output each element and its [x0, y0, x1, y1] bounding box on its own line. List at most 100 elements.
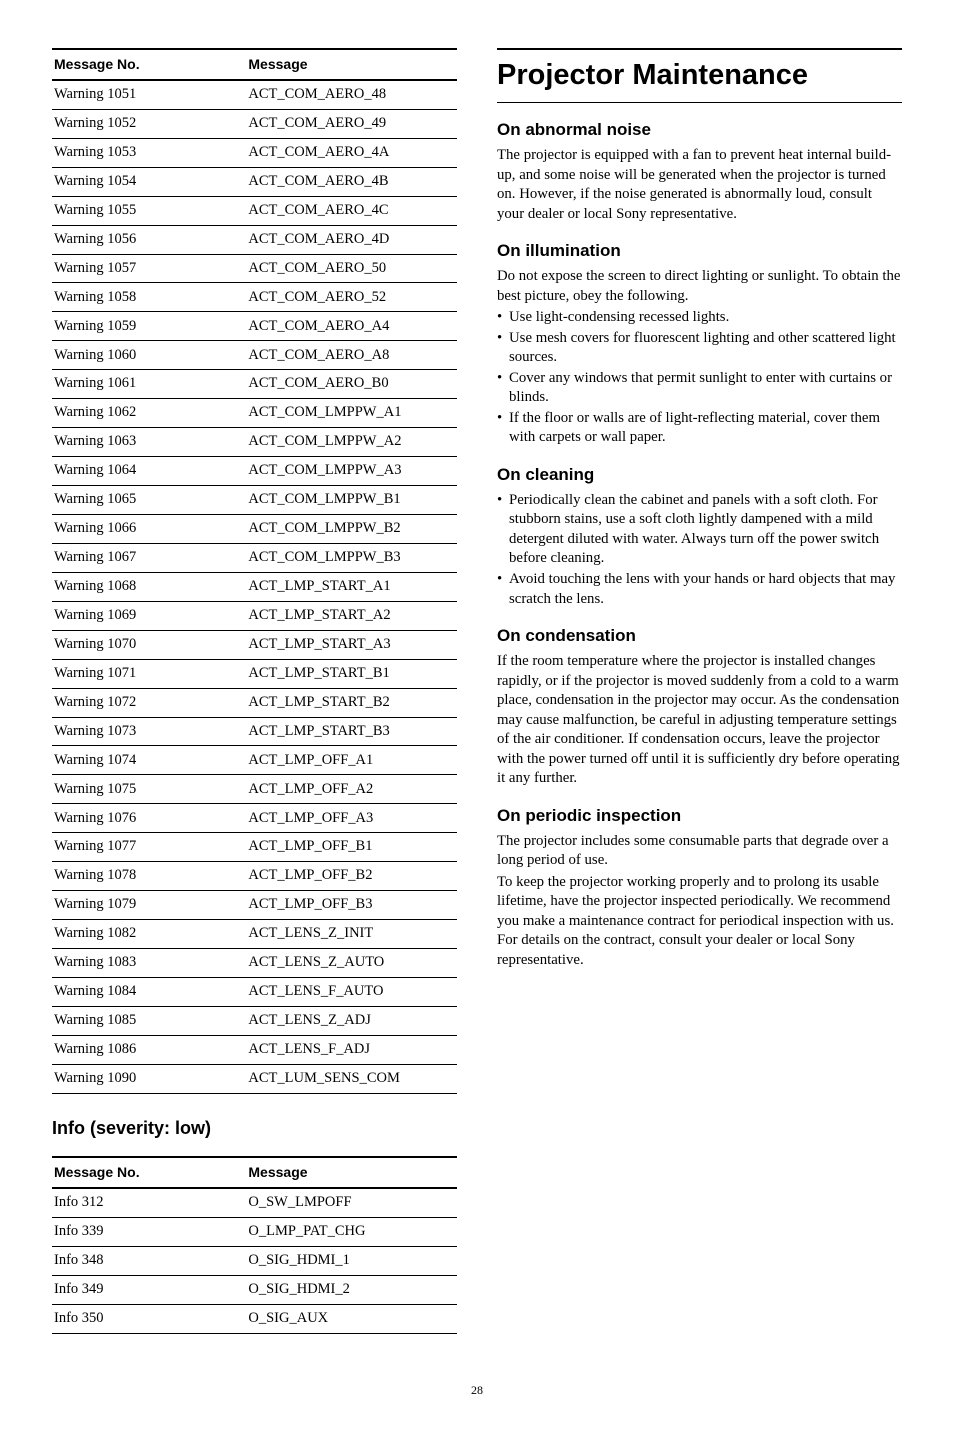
table-cell: Warning 1062 [52, 399, 246, 428]
col-message-no: Message No. [52, 49, 246, 80]
table-cell: O_SW_LMPOFF [246, 1188, 457, 1217]
table-cell: Warning 1067 [52, 543, 246, 572]
table-cell: ACT_LMP_OFF_B1 [246, 833, 457, 862]
table-cell: ACT_COM_AERO_4A [246, 138, 457, 167]
table-cell: ACT_LENS_Z_INIT [246, 920, 457, 949]
table-row: Warning 1057ACT_COM_AERO_50 [52, 254, 457, 283]
table-cell: ACT_LMP_START_B3 [246, 717, 457, 746]
table-row: Warning 1052ACT_COM_AERO_49 [52, 109, 457, 138]
table-cell: ACT_COM_LMPPW_A1 [246, 399, 457, 428]
table-cell: ACT_COM_AERO_4B [246, 167, 457, 196]
table-row: Warning 1078ACT_LMP_OFF_B2 [52, 862, 457, 891]
table-row: Info 350O_SIG_AUX [52, 1304, 457, 1333]
table-row: Warning 1073ACT_LMP_START_B3 [52, 717, 457, 746]
table-cell: ACT_COM_AERO_48 [246, 80, 457, 109]
table-cell: ACT_COM_LMPPW_B2 [246, 514, 457, 543]
table-row: Warning 1076ACT_LMP_OFF_A3 [52, 804, 457, 833]
table-cell: Warning 1066 [52, 514, 246, 543]
table-row: Warning 1051ACT_COM_AERO_48 [52, 80, 457, 109]
table-row: Info 339O_LMP_PAT_CHG [52, 1217, 457, 1246]
table-cell: Info 349 [52, 1275, 246, 1304]
table-cell: Warning 1070 [52, 630, 246, 659]
table-row: Info 349O_SIG_HDMI_2 [52, 1275, 457, 1304]
list-item: Use light-condensing recessed lights. [497, 308, 902, 328]
warnings-table: Message No. Message Warning 1051ACT_COM_… [52, 48, 457, 1094]
text-inspection-2: To keep the projector working properly a… [497, 873, 902, 971]
table-cell: Warning 1072 [52, 688, 246, 717]
table-cell: Info 339 [52, 1217, 246, 1246]
table-cell: Warning 1073 [52, 717, 246, 746]
table-cell: ACT_LMP_OFF_A3 [246, 804, 457, 833]
heading-cleaning: On cleaning [497, 464, 902, 487]
table-cell: Warning 1068 [52, 572, 246, 601]
table-cell: Warning 1064 [52, 457, 246, 486]
heading-noise: On abnormal noise [497, 119, 902, 142]
table-cell: ACT_LMP_OFF_B3 [246, 891, 457, 920]
table-row: Warning 1070ACT_LMP_START_A3 [52, 630, 457, 659]
table-row: Warning 1065ACT_COM_LMPPW_B1 [52, 486, 457, 515]
table-cell: ACT_COM_LMPPW_B3 [246, 543, 457, 572]
table-cell: ACT_LENS_Z_AUTO [246, 949, 457, 978]
table-cell: ACT_LMP_OFF_A1 [246, 746, 457, 775]
table-cell: ACT_LMP_START_B1 [246, 659, 457, 688]
table-cell: Warning 1061 [52, 370, 246, 399]
table-row: Warning 1056ACT_COM_AERO_4D [52, 225, 457, 254]
table-row: Warning 1084ACT_LENS_F_AUTO [52, 977, 457, 1006]
table-cell: Warning 1078 [52, 862, 246, 891]
text-inspection-1: The projector includes some consumable p… [497, 832, 902, 871]
heading-condensation: On condensation [497, 625, 902, 648]
table-cell: Warning 1054 [52, 167, 246, 196]
table-cell: ACT_LMP_START_A3 [246, 630, 457, 659]
page-number: 28 [52, 1382, 902, 1398]
text-noise: The projector is equipped with a fan to … [497, 146, 902, 224]
table-cell: Warning 1075 [52, 775, 246, 804]
table-cell: Warning 1090 [52, 1064, 246, 1093]
table-cell: Info 312 [52, 1188, 246, 1217]
table-cell: Warning 1086 [52, 1035, 246, 1064]
table-row: Warning 1082ACT_LENS_Z_INIT [52, 920, 457, 949]
table-cell: Warning 1083 [52, 949, 246, 978]
table-cell: Warning 1079 [52, 891, 246, 920]
table-cell: Warning 1074 [52, 746, 246, 775]
list-item: Avoid touching the lens with your hands … [497, 570, 902, 609]
table-cell: Warning 1084 [52, 977, 246, 1006]
table-cell: Warning 1077 [52, 833, 246, 862]
table-row: Warning 1055ACT_COM_AERO_4C [52, 196, 457, 225]
illumination-list: Use light-condensing recessed lights.Use… [497, 308, 902, 448]
table-cell: ACT_COM_AERO_4D [246, 225, 457, 254]
table-cell: Warning 1065 [52, 486, 246, 515]
table-row: Warning 1074ACT_LMP_OFF_A1 [52, 746, 457, 775]
table-cell: ACT_COM_AERO_52 [246, 283, 457, 312]
table-row: Warning 1067ACT_COM_LMPPW_B3 [52, 543, 457, 572]
list-item: If the floor or walls are of light-refle… [497, 409, 902, 448]
table-row: Warning 1058ACT_COM_AERO_52 [52, 283, 457, 312]
table-cell: ACT_COM_AERO_B0 [246, 370, 457, 399]
list-item: Cover any windows that permit sunlight t… [497, 369, 902, 408]
table-cell: Warning 1071 [52, 659, 246, 688]
info-section-title: Info (severity: low) [52, 1116, 457, 1140]
table-row: Warning 1079ACT_LMP_OFF_B3 [52, 891, 457, 920]
table-row: Warning 1054ACT_COM_AERO_4B [52, 167, 457, 196]
table-cell: ACT_LMP_OFF_A2 [246, 775, 457, 804]
table-cell: ACT_COM_LMPPW_A3 [246, 457, 457, 486]
table-cell: Warning 1076 [52, 804, 246, 833]
table-cell: ACT_COM_LMPPW_B1 [246, 486, 457, 515]
list-item: Periodically clean the cabinet and panel… [497, 491, 902, 569]
main-title: Projector Maintenance [497, 48, 902, 103]
table-cell: O_SIG_AUX [246, 1304, 457, 1333]
table-cell: ACT_LUM_SENS_COM [246, 1064, 457, 1093]
table-cell: ACT_COM_AERO_A4 [246, 312, 457, 341]
table-cell: O_LMP_PAT_CHG [246, 1217, 457, 1246]
table-row: Warning 1068ACT_LMP_START_A1 [52, 572, 457, 601]
table-cell: ACT_LENS_Z_ADJ [246, 1006, 457, 1035]
table-row: Warning 1069ACT_LMP_START_A2 [52, 601, 457, 630]
table-cell: ACT_LMP_OFF_B2 [246, 862, 457, 891]
cleaning-list: Periodically clean the cabinet and panel… [497, 491, 902, 609]
table-row: Warning 1077ACT_LMP_OFF_B1 [52, 833, 457, 862]
table-row: Warning 1063ACT_COM_LMPPW_A2 [52, 428, 457, 457]
table-cell: ACT_LENS_F_AUTO [246, 977, 457, 1006]
table-cell: Warning 1057 [52, 254, 246, 283]
col-message-no: Message No. [52, 1157, 246, 1188]
table-cell: Warning 1059 [52, 312, 246, 341]
table-row: Warning 1061ACT_COM_AERO_B0 [52, 370, 457, 399]
